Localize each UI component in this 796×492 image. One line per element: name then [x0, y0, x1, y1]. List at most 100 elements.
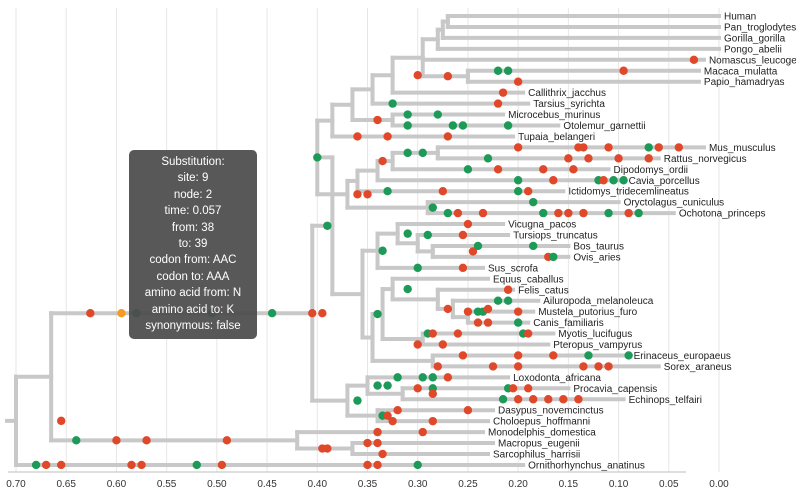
- substitution-marker: [503, 285, 513, 294]
- substitution-marker: [428, 416, 437, 426]
- substitution-marker: [378, 156, 387, 166]
- substitution-marker: [513, 307, 523, 316]
- leaf-label: Human: [724, 12, 756, 23]
- substitution-marker: [318, 308, 327, 318]
- substitution-marker: [373, 381, 382, 390]
- leaf-label: Sus_scrofa: [488, 263, 538, 274]
- x-tick-label: 0.35: [358, 479, 378, 490]
- substitution-marker: [353, 396, 362, 405]
- substitution-marker: [523, 384, 533, 393]
- leaf-label: Bos_taurus: [573, 241, 624, 252]
- leaf-label: Callithrix_jacchus: [528, 88, 606, 99]
- substitution-marker: [373, 438, 382, 448]
- leaf-label: Microcebus_murinus: [508, 110, 600, 121]
- substitution-marker: [393, 373, 402, 382]
- substitution-marker: [363, 190, 372, 199]
- x-tick-label: 0.50: [207, 479, 227, 490]
- substitution-marker: [478, 208, 488, 218]
- substitution-marker: [453, 208, 463, 218]
- leaf-label: Ovis_aries: [573, 252, 620, 263]
- x-tick-label: 0.65: [56, 479, 76, 490]
- substitution-marker: [378, 449, 387, 459]
- leaf-label: Choloepus_hoffmanni: [493, 417, 590, 428]
- x-tick-label: 0.55: [157, 479, 177, 490]
- substitution-marker: [624, 208, 633, 218]
- substitution-marker: [403, 229, 412, 238]
- substitution-marker: [117, 308, 126, 318]
- tooltip-line: time: 0.057: [164, 205, 222, 218]
- substitution-marker: [674, 143, 684, 152]
- substitution-marker: [599, 176, 608, 185]
- substitution-marker: [428, 373, 437, 382]
- substitution-marker: [503, 296, 513, 305]
- substitution-marker: [428, 389, 437, 398]
- substitution-marker: [473, 318, 483, 327]
- substitution-marker: [513, 143, 523, 152]
- substitution-marker: [383, 381, 392, 390]
- substitution-marker: [403, 284, 412, 294]
- substitution-marker: [604, 362, 613, 371]
- substitution-marker: [393, 406, 402, 415]
- substitution-marker: [574, 395, 583, 404]
- substitution-marker: [579, 208, 588, 218]
- substitution-marker: [443, 208, 453, 218]
- substitution-marker: [529, 197, 538, 207]
- substitution-marker: [453, 329, 463, 338]
- leaf-label: Ochotona_princeps: [679, 209, 766, 220]
- substitution-marker: [584, 154, 593, 163]
- leaf-label: Echinops_telfairi: [629, 395, 702, 406]
- substitution-marker: [41, 460, 51, 470]
- leaf-label: Rattus_norvegicus: [664, 154, 747, 165]
- tooltip-line: from: 38: [171, 221, 215, 234]
- leaf-label: Sorex_araneus: [664, 362, 732, 373]
- leaf-label: Macaca_mulatta: [704, 66, 778, 77]
- substitution-marker: [142, 436, 151, 445]
- substitution-marker: [418, 427, 427, 437]
- substitution-marker: [308, 308, 317, 318]
- substitution-marker: [443, 304, 453, 314]
- substitution-marker: [463, 165, 473, 174]
- substitution-marker: [483, 154, 493, 163]
- substitution-marker: [378, 246, 387, 255]
- tooltip-line: codon from: AAC: [149, 254, 237, 267]
- substitution-marker: [458, 121, 468, 130]
- substitution-marker: [614, 154, 623, 163]
- substitution-marker: [127, 460, 136, 470]
- substitution-marker: [559, 395, 568, 404]
- substitution-marker: [584, 351, 593, 360]
- leaf-label: Procavia_capensis: [573, 384, 657, 395]
- tooltip-line: Substitution:: [161, 156, 225, 168]
- substitution-marker: [564, 208, 573, 218]
- substitution-marker: [458, 263, 468, 273]
- substitution-marker: [112, 436, 121, 445]
- leaf-label: Gorilla_gorilla: [724, 33, 786, 44]
- substitution-marker: [529, 395, 538, 404]
- substitution-marker: [473, 241, 483, 251]
- substitution-marker: [313, 153, 322, 162]
- substitution-marker: [463, 219, 473, 229]
- tooltip-line: to: 39: [178, 238, 208, 251]
- substitution-marker: [353, 190, 362, 199]
- substitution-marker: [267, 308, 277, 318]
- leaf-label: Mustela_putorius_furo: [538, 307, 637, 318]
- substitution-marker: [539, 165, 548, 174]
- substitution-marker: [413, 70, 422, 80]
- leaf-label: Myotis_lucifugus: [558, 329, 632, 340]
- substitution-marker: [493, 165, 503, 174]
- grid: [15, 8, 720, 472]
- substitution-marker: [443, 72, 453, 81]
- substitution-marker: [413, 460, 422, 470]
- substitution-marker: [443, 132, 453, 141]
- substitution-marker: [564, 154, 573, 163]
- leaf-labels: HumanPan_troglodytesGorilla_gorillaPongo…: [488, 12, 796, 472]
- leaf-label: Ailuropoda_melanoleuca: [543, 296, 654, 307]
- leaf-label: Otolemur_garnettii: [563, 121, 645, 132]
- leaf-label: Monodelphis_domestica: [488, 428, 596, 439]
- leaf-label: Dipodomys_ordii: [614, 165, 688, 176]
- substitution-marker: [569, 165, 578, 174]
- substitution-marker: [438, 340, 448, 349]
- substitution-marker: [413, 340, 422, 349]
- leaf-label: Pteropus_vampyrus: [553, 340, 642, 351]
- substitution-marker: [323, 444, 332, 453]
